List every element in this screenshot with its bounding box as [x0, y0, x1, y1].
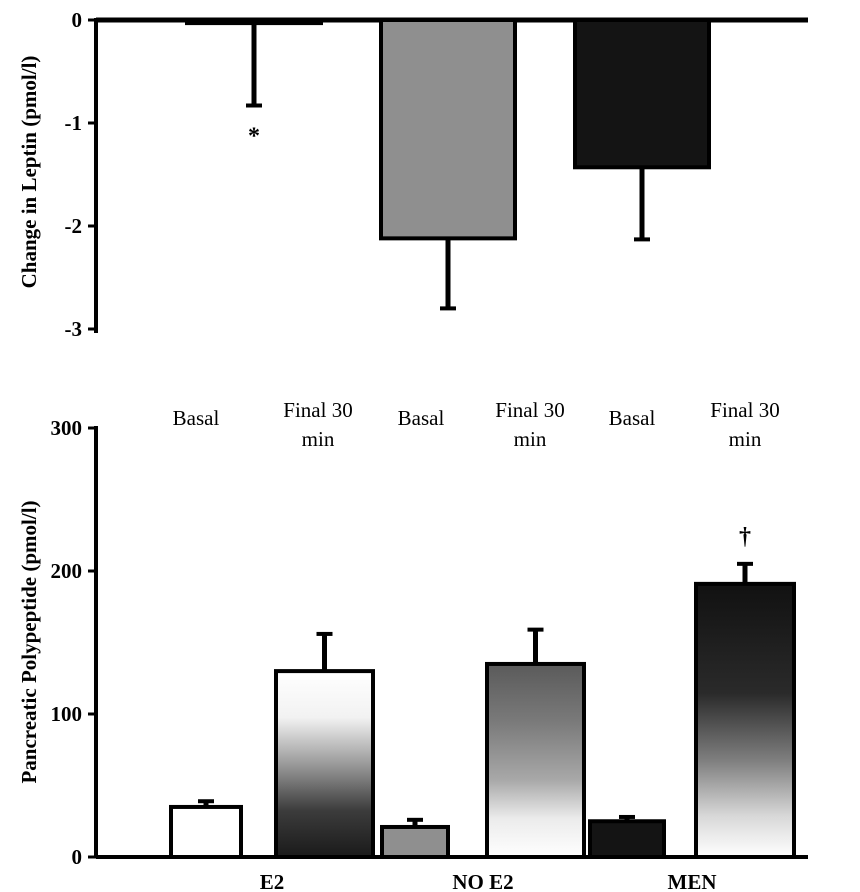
pp-y-tick-label: 100 [51, 702, 83, 726]
pp-group-labels: E2 NO E2 MEN [260, 870, 717, 892]
pp-y-tick-label: 300 [51, 416, 83, 440]
leptin-bar-men [573, 18, 711, 170]
pp-bars: † [169, 524, 796, 860]
pp-y-tick-label: 0 [72, 845, 83, 869]
leptin-y-tick-label: -1 [65, 111, 83, 135]
pp-bar-men-basal [588, 819, 666, 859]
pp-bar-e2-basal [169, 804, 243, 860]
pp-column-label: Basal [173, 406, 220, 430]
pp-column-label: Final 30 min [495, 398, 564, 451]
pp-group-label-no-e2: NO E2 [452, 870, 513, 892]
pp-bar-no-e2-basal [380, 824, 450, 859]
pp-bar-men-final [694, 581, 796, 859]
leptin-bar-e2 [185, 18, 323, 26]
pp-group-label-men: MEN [668, 870, 717, 892]
pp-bar-no-e2-final [485, 661, 586, 860]
leptin-y-tick-label: -3 [65, 317, 83, 341]
leptin-bar-no-e2 [379, 18, 517, 241]
leptin-bars: * [185, 18, 711, 311]
leptin-significance-marker: * [248, 123, 260, 149]
pp-panel: Pancreatic Polypeptide (pmol/l) Basal Fin… [17, 398, 808, 892]
leptin-panel: Change in Leptin (pmol/l) 0 -1 -2 -3 * [17, 8, 808, 341]
pp-bar-e2-final [274, 669, 375, 859]
pp-column-label: Basal [398, 406, 445, 430]
pp-column-label: Basal [609, 406, 656, 430]
leptin-y-tick-label: -2 [65, 214, 83, 238]
pp-y-axis: 0 100 200 300 [51, 416, 808, 869]
leptin-y-tick-label: 0 [72, 8, 83, 32]
pp-y-axis-title: Pancreatic Polypeptide (pmol/l) [17, 500, 41, 783]
leptin-y-axis-title: Change in Leptin (pmol/l) [17, 56, 41, 289]
pp-y-tick-label: 200 [51, 559, 83, 583]
pp-column-labels: Basal Final 30 min Basal Final 30 min Basal Fin… [173, 398, 780, 451]
pp-column-label: Final 30 min [283, 398, 352, 451]
pp-group-label-e2: E2 [260, 870, 285, 892]
pp-significance-marker: † [739, 524, 751, 550]
pp-column-label: Final 30 min [710, 398, 779, 451]
